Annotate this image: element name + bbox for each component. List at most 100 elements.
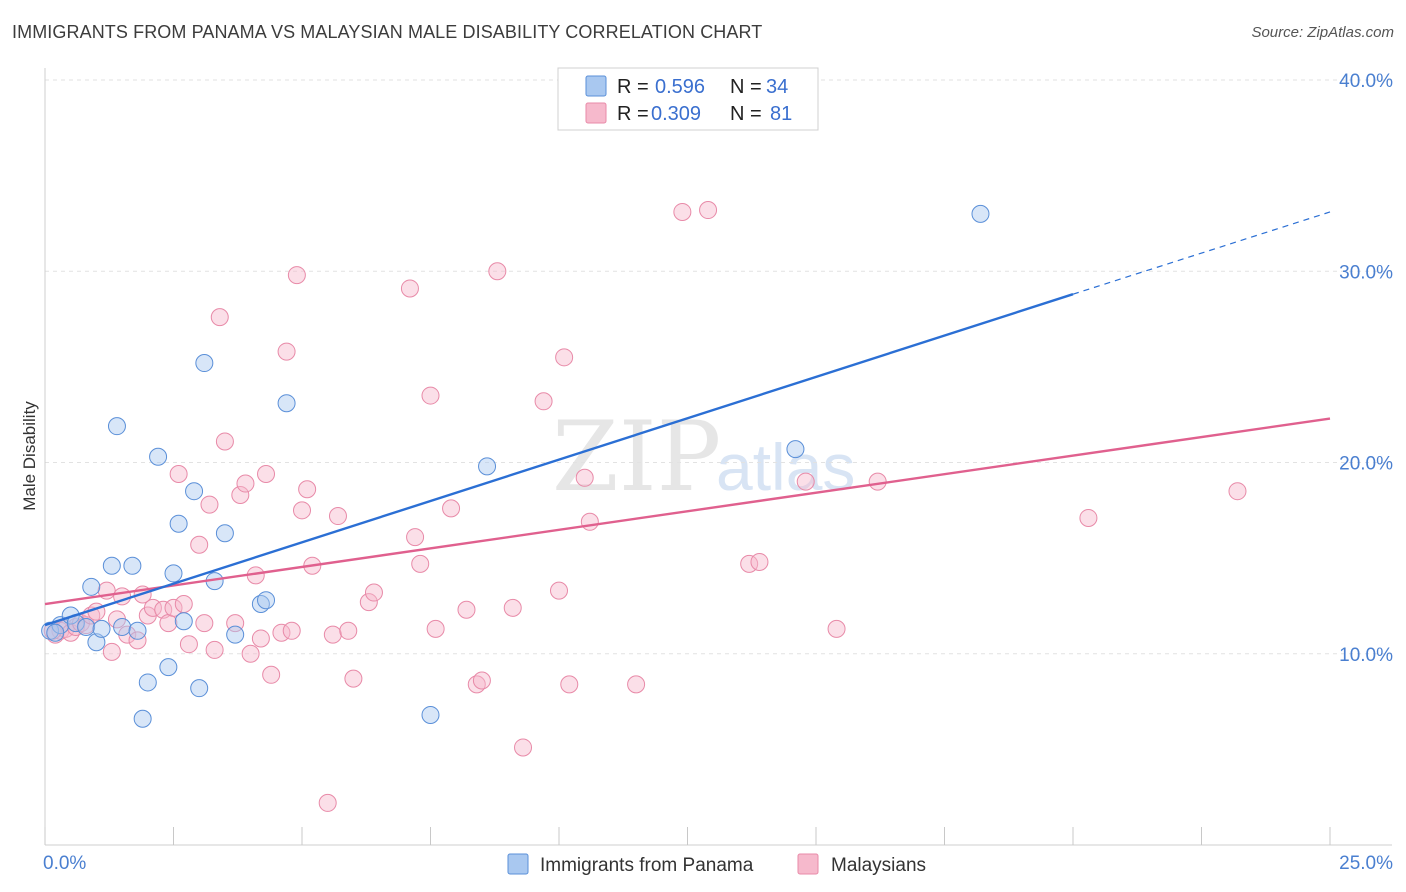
malaysians-point <box>560 675 579 694</box>
panama-point <box>190 679 209 698</box>
malaysians-point <box>323 625 342 644</box>
legend-r-label-panama: R = <box>617 76 649 98</box>
grid <box>45 79 1392 655</box>
malaysians-point <box>195 614 214 633</box>
panama-point <box>138 673 157 692</box>
malaysians-point <box>164 598 183 617</box>
legend-r-value-malay: 0.309 <box>651 103 701 125</box>
series-legend: Immigrants from Panama Malaysians <box>507 853 926 876</box>
malaysians-point <box>298 480 317 499</box>
panama-point <box>113 617 132 636</box>
malaysians-point <box>257 464 276 483</box>
malaysians-point <box>627 675 646 694</box>
source-label: Source: ZipAtlas.com <box>1251 24 1394 41</box>
panama-point <box>128 621 147 640</box>
malaysians-point <box>287 266 306 285</box>
malaysians-point <box>472 671 491 690</box>
panama-point <box>257 591 276 610</box>
malaysians-point <box>673 202 692 221</box>
legend-swatch-panama <box>585 75 607 97</box>
malaysians-point <box>262 665 281 684</box>
malaysians-point <box>400 279 419 298</box>
malaysians-point <box>421 386 440 405</box>
malaysians-point <box>868 472 887 491</box>
malaysians-point <box>534 392 553 411</box>
malaysians-point <box>1079 508 1098 527</box>
malaysians-point <box>344 669 363 688</box>
panama-trend-extension <box>1072 211 1331 295</box>
panama-point <box>421 705 440 724</box>
malaysians-point <box>364 583 383 602</box>
malaysians-point <box>179 635 198 654</box>
panama-point <box>107 417 126 436</box>
y-tick-label: 30.0% <box>1339 262 1393 283</box>
legend-n-label-panama: N = <box>730 76 762 98</box>
malaysians-point <box>827 619 846 638</box>
malaysians-point <box>210 308 229 327</box>
panama-point <box>478 457 497 476</box>
series-name-panama: Immigrants from Panama <box>540 855 754 876</box>
legend-n-value-panama: 34 <box>766 76 788 98</box>
malaysians-point <box>102 642 121 661</box>
malaysians-point <box>426 619 445 638</box>
panama-points <box>41 204 990 728</box>
y-tick-label: 20.0% <box>1339 454 1393 475</box>
malaysians-point <box>293 501 311 520</box>
malaysians-point <box>169 464 188 483</box>
malaysians-point <box>699 201 718 220</box>
malaysians-point <box>328 507 347 526</box>
panama-point <box>185 482 204 501</box>
correlation-legend: R = 0.596 N = 34 R = 0.309 N = 81 <box>557 67 819 131</box>
malaysians-point <box>580 512 599 531</box>
malaysians-point <box>174 595 193 614</box>
axes <box>44 68 1392 846</box>
malaysians-point <box>442 499 461 518</box>
panama-point <box>87 633 106 652</box>
malaysians-point <box>159 614 178 633</box>
legend-n-value-malay: 81 <box>770 103 792 125</box>
panama-point <box>174 612 193 631</box>
malaysians-point <box>236 474 255 493</box>
panama-point <box>277 394 296 413</box>
malaysians-point <box>251 629 270 648</box>
panama-point <box>77 617 96 636</box>
panama-point <box>169 514 188 533</box>
panama-point <box>82 577 101 596</box>
series-swatch-panama <box>507 853 529 875</box>
panama-point <box>786 440 805 459</box>
malaysians-point <box>318 793 337 812</box>
malaysians-point <box>277 342 296 361</box>
malaysians-point <box>750 552 769 571</box>
malaysians-point <box>550 581 568 600</box>
malaysians-points <box>43 201 1247 812</box>
y-axis-label: Male Disability <box>20 401 39 511</box>
malaysians-point <box>457 600 476 619</box>
malaysians-point <box>200 495 219 514</box>
malaysians-point <box>1228 482 1247 501</box>
malaysians-point <box>241 644 260 663</box>
malaysians-point <box>282 621 301 640</box>
malaysians-point <box>503 598 522 617</box>
panama-point <box>123 556 142 575</box>
series-name-malay: Malaysians <box>831 855 926 876</box>
malaysians-point <box>406 528 425 547</box>
malaysians-point <box>575 468 594 487</box>
panama-trend-line <box>44 293 1074 627</box>
y-tick-label: 10.0% <box>1339 645 1393 666</box>
tick-labels: 10.0% 20.0% 30.0% 40.0% 0.0% 25.0% <box>43 71 1393 874</box>
panama-point <box>215 524 234 543</box>
malaysians-point <box>514 738 533 757</box>
malaysians-point <box>215 432 234 451</box>
legend-r-value-panama: 0.596 <box>655 76 705 98</box>
legend-n-label-malay: N = <box>730 103 762 125</box>
panama-point <box>149 447 168 466</box>
malaysians-point <box>231 486 250 505</box>
panama-point <box>133 709 152 728</box>
panama-point <box>971 204 990 223</box>
malaysians-point <box>411 554 430 573</box>
x-tick-label: 25.0% <box>1339 853 1393 874</box>
malaysians-point <box>359 593 378 612</box>
malaysians-trend-line <box>44 417 1331 606</box>
legend-r-label-malay: R = <box>617 103 649 125</box>
malaysians-point <box>339 621 358 640</box>
